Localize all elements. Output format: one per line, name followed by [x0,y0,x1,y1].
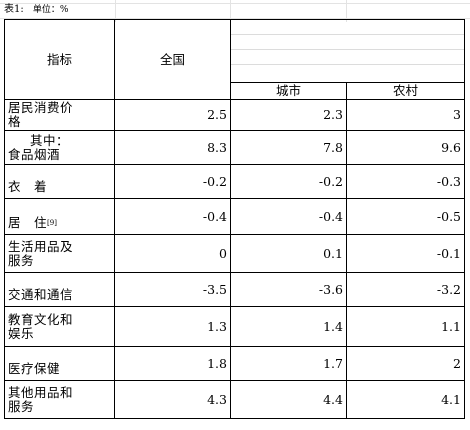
value-urban: 1.7 [230,346,347,381]
value-national: 2.5 [114,99,231,131]
value-rural: -3.2 [346,272,465,307]
value-urban: -0.4 [230,198,347,235]
value-urban: 4.4 [230,380,347,419]
value-rural: -0.5 [346,198,465,235]
table-row: 其他用品和 服务 4.3 4.4 4.1 [4,380,465,419]
value-urban: 0.1 [230,234,347,273]
label-line: 格 [8,114,22,129]
header-indicator: 指标 [4,19,115,100]
row-label: 教育文化和 娱乐 [4,306,115,347]
row-label: 生活用品及 服务 [4,234,115,273]
value-rural: 3 [346,99,465,131]
table-row: 衣 着 -0.2 -0.2 -0.3 [4,164,465,199]
header-blank-cell [230,19,465,83]
value-national: -3.5 [114,272,231,307]
grid-line [0,3,470,4]
table-unit: 单位：% [32,5,69,15]
table-row: 教育文化和 娱乐 1.3 1.4 1.1 [4,306,465,347]
value-national: 1.3 [114,306,231,347]
table-row: 其中： 食品烟酒 8.3 7.8 9.6 [4,130,465,165]
row-label: 医疗保健 [4,346,115,381]
value-national: -0.2 [114,164,231,199]
value-rural: 4.1 [346,380,465,419]
table-row: 生活用品及 服务 0 0.1 -0.1 [4,234,465,273]
row-label: 衣 着 [4,164,115,199]
table-caption: 表1: 单位：% [4,4,68,16]
value-rural: 9.6 [346,130,465,165]
label-line: 其他用品和 [8,384,74,400]
header-rural: 农村 [346,82,465,100]
grid-line [115,0,116,22]
grid-line [0,18,470,19]
value-urban: 2.3 [230,99,347,131]
grid-line [231,64,464,65]
label-line: 交通和通信 [8,287,74,302]
table-row: 居民消费价 格 2.5 2.3 3 [4,99,465,131]
value-rural: 1.1 [346,306,465,347]
label-line: 食品烟酒 [8,146,61,162]
label-line: 其中： [30,132,70,148]
value-national: 8.3 [114,130,231,165]
value-urban: 1.4 [230,306,347,347]
value-urban: -3.6 [230,272,347,307]
label-line: 医疗保健 [8,361,61,376]
value-national: 1.8 [114,346,231,381]
label-line: 教育文化和 [8,311,74,327]
table-row: 交通和通信 -3.5 -3.6 -3.2 [4,272,465,307]
label-line: 居 住 [8,215,48,230]
label-line: 娱乐 [8,325,35,341]
table-row: 医疗保健 1.8 1.7 2 [4,346,465,381]
cpi-table: 指标 全国 城市 农村 居民消费价 格 2.5 2.3 3 [4,19,465,419]
row-label: 其他用品和 服务 [4,380,115,419]
grid-line [231,49,464,50]
label-line: 服务 [8,252,35,268]
value-national: -0.4 [114,198,231,235]
label-line: 服务 [8,398,35,414]
value-urban: -0.2 [230,164,347,199]
label-line: 衣 着 [8,179,48,194]
table-row: 居 住[9] -0.4 -0.4 -0.5 [4,198,465,235]
grid-line [231,34,464,35]
table-title: 表1: [4,4,24,15]
row-label: 其中： 食品烟酒 [4,130,115,165]
value-national: 4.3 [114,380,231,419]
value-national: 0 [114,234,231,273]
value-rural: -0.3 [346,164,465,199]
value-urban: 7.8 [230,130,347,165]
label-line: 生活用品及 [8,238,74,254]
value-rural: 2 [346,346,465,381]
value-rural: -0.1 [346,234,465,273]
grid-line [346,0,347,22]
row-label: 居 住[9] [4,198,115,235]
header-urban: 城市 [230,82,347,100]
grid-line [230,0,231,22]
header-national: 全国 [114,19,231,100]
footnote-marker: [9] [47,219,57,227]
label-line: 居民消费价 [8,100,74,115]
header-row: 指标 全国 [4,19,465,100]
row-label: 居民消费价 格 [4,99,115,131]
row-label: 交通和通信 [4,272,115,307]
